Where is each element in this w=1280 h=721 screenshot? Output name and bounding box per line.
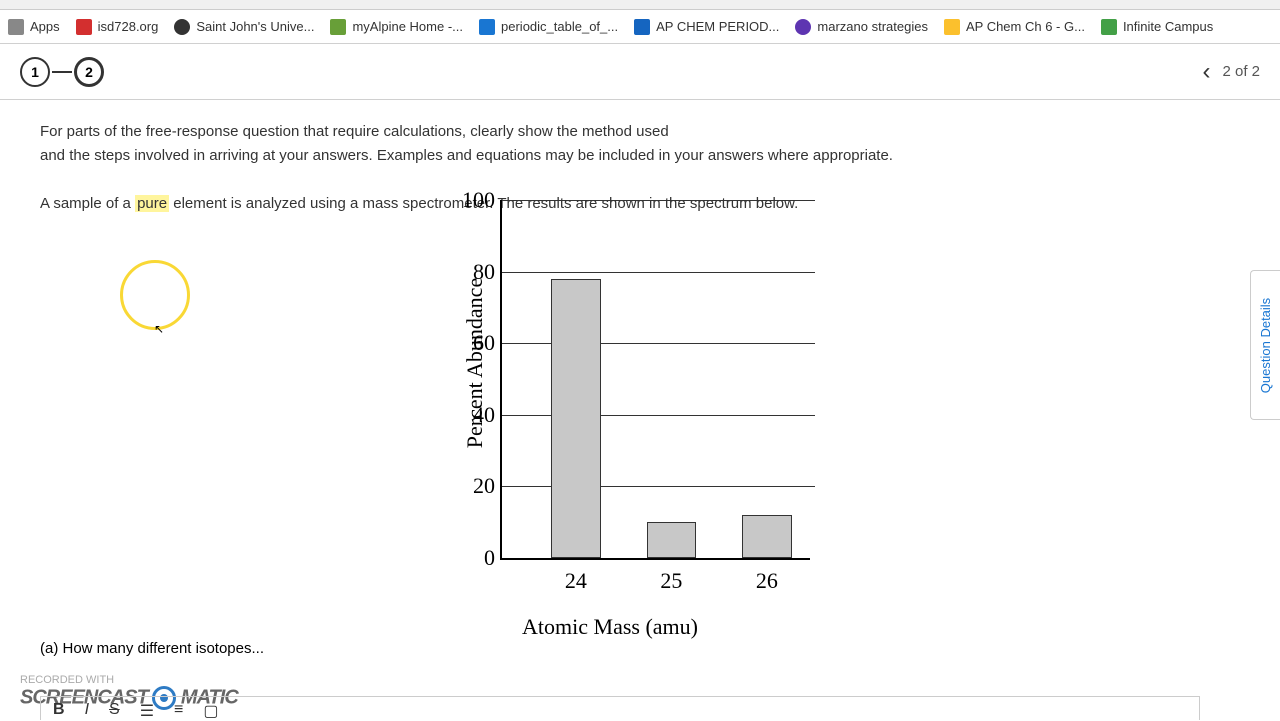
site-icon xyxy=(634,19,650,35)
question-nav-bar: 1 2 ‹ 2 of 2 xyxy=(0,44,1280,100)
gridline xyxy=(502,200,815,201)
bar xyxy=(551,279,600,558)
site-icon xyxy=(174,19,190,35)
bookmark-label: isd728.org xyxy=(98,19,159,34)
image-button[interactable]: ▢ xyxy=(203,701,218,721)
bar xyxy=(647,522,696,558)
italic-button[interactable]: I xyxy=(85,701,89,719)
site-icon xyxy=(795,19,811,35)
bookmark-periodic-table[interactable]: periodic_table_of_... xyxy=(479,19,618,35)
x-tick: 26 xyxy=(756,568,778,594)
part-a-question: (a) How many different isotopes... xyxy=(40,640,264,657)
annotation-circle xyxy=(120,260,190,330)
bookmark-label: Saint John's Unive... xyxy=(196,19,314,34)
bullet-list-button[interactable]: ☰ xyxy=(140,701,154,721)
bookmark-label: periodic_table_of_... xyxy=(501,19,618,34)
bookmark-isd728[interactable]: isd728.org xyxy=(76,19,159,35)
bookmark-label: AP Chem Ch 6 - G... xyxy=(966,19,1085,34)
y-tick: 80 xyxy=(473,259,495,285)
x-tick: 25 xyxy=(660,568,682,594)
y-tick: 100 xyxy=(462,187,495,213)
mass-spectrum-chart: Percent Abundance 100 80 60 40 20 0 2425… xyxy=(400,150,820,640)
bookmark-infinite-campus[interactable]: Infinite Campus xyxy=(1101,19,1213,35)
bookmark-label: marzano strategies xyxy=(817,19,928,34)
page-indicator: 2 of 2 xyxy=(1222,63,1260,80)
bookmark-myalpine[interactable]: myAlpine Home -... xyxy=(330,19,463,35)
chart-plot-area: 100 80 60 40 20 0 242526 xyxy=(500,200,810,560)
gridline xyxy=(502,486,815,487)
bookmark-apps[interactable]: Apps xyxy=(8,19,60,35)
x-axis-label: Atomic Mass (amu) xyxy=(522,614,698,640)
answer-editor-toolbar: B I S ☰ ≡ ▢ xyxy=(40,696,1200,720)
bold-button[interactable]: B xyxy=(53,701,65,719)
bar xyxy=(742,515,791,558)
previous-page-button[interactable]: ‹ xyxy=(1202,58,1210,86)
gridline xyxy=(502,343,815,344)
bookmark-label: myAlpine Home -... xyxy=(352,19,463,34)
site-icon xyxy=(479,19,495,35)
apps-icon xyxy=(8,19,24,35)
question-details-tab[interactable]: Question Details xyxy=(1250,270,1280,420)
tab-label: Question Details xyxy=(1258,297,1273,392)
page-navigator: ‹ 2 of 2 xyxy=(1202,58,1260,86)
x-tick: 24 xyxy=(565,568,587,594)
y-tick: 40 xyxy=(473,402,495,428)
highlighted-word: pure xyxy=(135,195,169,212)
gridline xyxy=(502,272,815,273)
y-tick: 0 xyxy=(484,545,495,571)
bookmark-saint-johns[interactable]: Saint John's Unive... xyxy=(174,19,314,35)
number-list-button[interactable]: ≡ xyxy=(174,701,183,719)
bookmark-ap-chem-period[interactable]: AP CHEM PERIOD... xyxy=(634,19,779,35)
browser-top-edge xyxy=(0,0,1280,10)
step-1-button[interactable]: 1 xyxy=(20,57,50,87)
cursor-indicator: ↖ xyxy=(154,322,164,336)
y-tick: 20 xyxy=(473,473,495,499)
instruction-text: For parts of the free-response question … xyxy=(40,123,669,140)
gridline xyxy=(502,415,815,416)
bookmark-ap-chem-ch6[interactable]: AP Chem Ch 6 - G... xyxy=(944,19,1085,35)
step-2-button[interactable]: 2 xyxy=(74,57,104,87)
y-tick: 60 xyxy=(473,330,495,356)
site-icon xyxy=(1101,19,1117,35)
bookmark-label: Infinite Campus xyxy=(1123,19,1213,34)
bookmark-marzano[interactable]: marzano strategies xyxy=(795,19,928,35)
watermark-recorded-text: RECORDED WITH xyxy=(20,674,238,686)
step-connector xyxy=(52,71,72,73)
bookmark-label: AP CHEM PERIOD... xyxy=(656,19,779,34)
bookmarks-bar: Apps isd728.org Saint John's Unive... my… xyxy=(0,10,1280,44)
drive-icon xyxy=(944,19,960,35)
strike-button[interactable]: S xyxy=(109,701,120,719)
bookmark-label: Apps xyxy=(30,19,60,34)
site-icon xyxy=(330,19,346,35)
question-body: A sample of a xyxy=(40,195,135,212)
site-icon xyxy=(76,19,92,35)
step-navigator: 1 2 xyxy=(20,57,104,87)
